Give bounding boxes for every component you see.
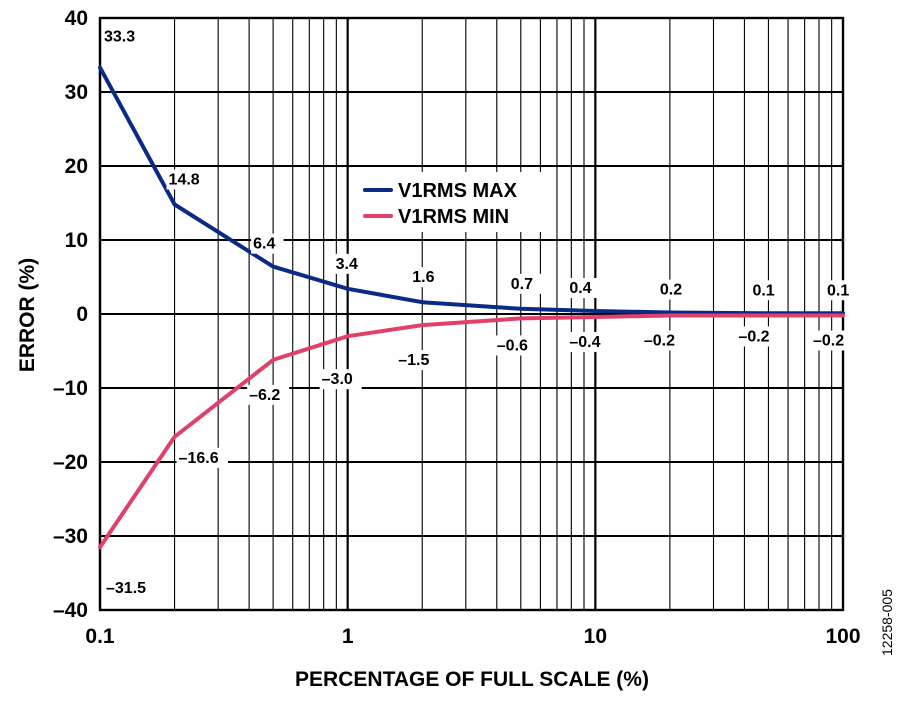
data-label-background — [567, 278, 600, 299]
data-label-max: 1.6 — [410, 267, 443, 288]
data-label-min: –31.5 — [104, 578, 156, 599]
y-tick-label: 0 — [76, 303, 88, 326]
data-label-background — [494, 335, 537, 356]
y-tick-label: –10 — [53, 377, 88, 400]
y-axis-title: ERROR (%) — [16, 258, 39, 372]
series-line-max — [98, 65, 845, 316]
data-label-text: –0.2 — [813, 332, 844, 349]
data-label-background — [319, 369, 362, 390]
data-label-max: 6.4 — [251, 233, 284, 254]
data-label-background — [641, 330, 684, 351]
y-tick-label: –40 — [53, 599, 88, 622]
data-label-text: 6.4 — [253, 236, 275, 253]
data-label-text: 0.7 — [511, 276, 533, 293]
data-label-max: 14.8 — [166, 169, 209, 190]
data-label-background — [736, 326, 779, 347]
figure-id: 12258-005 — [879, 589, 895, 656]
y-tick-label: 20 — [65, 155, 88, 178]
data-label-text: 0.1 — [827, 282, 849, 299]
legend-background — [359, 172, 545, 232]
data-label-text: –0.4 — [569, 334, 600, 351]
data-label-max: 3.4 — [333, 253, 367, 274]
data-label-text: 0.4 — [569, 280, 591, 297]
x-axis-title: PERCENTAGE OF FULL SCALE (%) — [295, 668, 649, 691]
data-label-min: –3.0 — [319, 369, 362, 390]
data-label-background — [396, 350, 439, 371]
data-label-background — [825, 280, 858, 301]
data-label-max: 0.2 — [657, 279, 691, 300]
data-label-min: –0.2 — [641, 330, 684, 351]
data-label-background — [251, 233, 284, 254]
data-label-min: –16.6 — [176, 447, 229, 468]
data-label-background — [102, 26, 144, 47]
data-label-max: 0.4 — [567, 278, 600, 299]
data-label-max: 0.1 — [825, 280, 858, 301]
data-label-min: –1.5 — [396, 350, 439, 371]
data-label-min: –0.2 — [811, 330, 853, 351]
data-label-background — [333, 253, 367, 274]
x-tick-label: 10 — [584, 625, 607, 648]
data-label-text: 1.6 — [412, 269, 434, 286]
data-label-text: 33.3 — [104, 29, 135, 46]
legend-entry: V1RMS MAX — [398, 180, 518, 202]
legend: V1RMS MAX V1RMS MIN — [359, 172, 545, 232]
data-label-max: 0.1 — [750, 280, 783, 301]
data-label-text: –3.0 — [322, 371, 353, 388]
data-label-background — [166, 169, 209, 190]
y-tick-label: –20 — [53, 451, 88, 474]
data-label-text: –31.5 — [106, 580, 146, 597]
data-label-text: –0.6 — [497, 337, 528, 354]
data-label-max: 0.7 — [508, 273, 542, 294]
data-label-background — [247, 384, 290, 405]
series-lines — [98, 65, 845, 550]
x-tick-label: 0.1 — [85, 625, 115, 648]
y-tick-label: 40 — [65, 7, 88, 30]
data-label-background — [567, 331, 610, 352]
x-tick-label: 100 — [825, 625, 860, 648]
data-label-text: –16.6 — [179, 450, 219, 467]
data-label-background — [508, 273, 542, 294]
data-label-text: –6.2 — [249, 387, 280, 404]
data-label-text: –1.5 — [398, 352, 429, 369]
data-label-text: 0.2 — [660, 282, 682, 299]
x-tick-label: 1 — [342, 625, 354, 648]
data-label-text: 0.1 — [752, 282, 774, 299]
data-label-text: 14.8 — [169, 171, 200, 188]
data-label-background — [811, 330, 853, 351]
y-tick-label: –30 — [53, 525, 88, 548]
data-label-text: –0.2 — [738, 328, 769, 345]
data-label-min: –0.4 — [567, 331, 610, 352]
data-label-min: –0.2 — [736, 326, 779, 347]
data-label-min: –6.2 — [247, 384, 290, 405]
y-tick-label: 10 — [65, 229, 88, 252]
y-tick-label: 30 — [65, 81, 88, 104]
legend-entry: V1RMS MIN — [398, 206, 509, 228]
data-label-background — [104, 578, 156, 599]
data-label-background — [750, 280, 783, 301]
data-label-min: –0.6 — [494, 335, 537, 356]
data-label-max: 33.3 — [102, 26, 144, 47]
data-label-background — [410, 267, 443, 288]
series-line-min — [98, 313, 845, 550]
data-label-text: –0.2 — [644, 332, 675, 349]
data-label-background — [657, 279, 691, 300]
data-label-background — [176, 447, 229, 468]
data-labels: 33.3 14.8 6.4 3.4 1.6 0.7 0.4 0.2 0.1 0.1 –31.5 –16… — [102, 26, 858, 599]
data-label-text: 3.4 — [336, 256, 358, 273]
